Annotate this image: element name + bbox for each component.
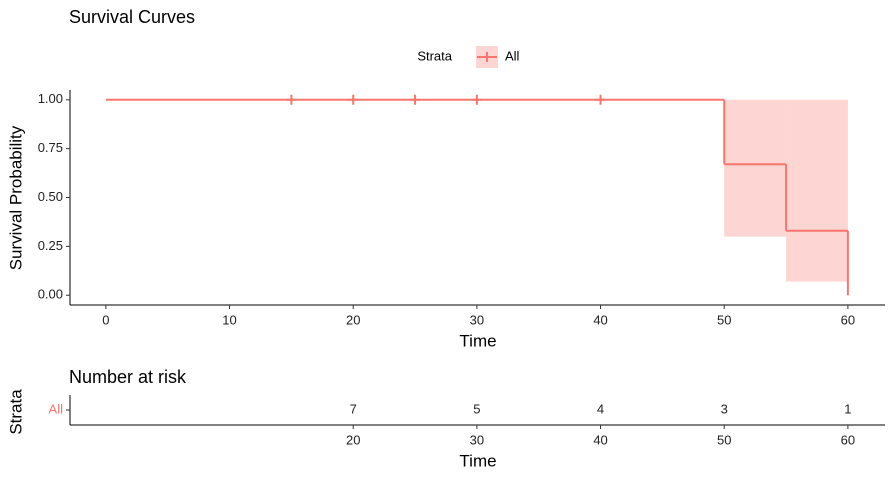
legend-label: All — [505, 48, 520, 63]
risk-count: 3 — [721, 401, 728, 416]
x-tick-label: 50 — [717, 432, 731, 447]
x-tick-label: 40 — [593, 312, 607, 327]
y-tick-label: 0.50 — [38, 189, 63, 204]
x-tick-label: 60 — [841, 432, 855, 447]
y-tick-label: 1.00 — [38, 91, 63, 106]
x-tick-label: 20 — [346, 312, 360, 327]
chart-title: Survival Curves — [69, 7, 195, 27]
risk-count: 5 — [473, 401, 480, 416]
confidence-band — [786, 99, 848, 282]
y-axis-title: Survival Probability — [6, 125, 25, 270]
x-tick-label: 10 — [222, 312, 236, 327]
y-tick-label: 0.25 — [38, 238, 63, 253]
x-tick-label: 40 — [593, 432, 607, 447]
x-tick-label: 30 — [470, 312, 484, 327]
y-tick-label: 0.00 — [38, 287, 63, 302]
y-tick-label: 0.75 — [38, 140, 63, 155]
x-tick-label: 30 — [470, 432, 484, 447]
x-tick-label: 20 — [346, 432, 360, 447]
risk-title: Number at risk — [69, 367, 187, 387]
legend-key — [477, 52, 497, 62]
row-label: All — [49, 401, 64, 416]
censor-mark — [410, 94, 421, 105]
risk-y-axis-title: Strata — [6, 389, 25, 435]
censor-mark — [471, 94, 482, 105]
risk-count: 7 — [350, 401, 357, 416]
risk-count: 1 — [844, 401, 851, 416]
confidence-band — [724, 99, 787, 237]
legend-title: Strata — [417, 48, 452, 63]
x-tick-label: 50 — [717, 312, 731, 327]
censor-mark — [286, 94, 297, 105]
risk-count: 4 — [597, 401, 604, 416]
x-tick-label: 60 — [841, 312, 855, 327]
risk-x-axis-title: Time — [459, 451, 496, 470]
censor-mark — [595, 94, 606, 105]
x-tick-label: 0 — [102, 312, 109, 327]
censor-mark — [348, 94, 359, 105]
x-axis-title: Time — [459, 331, 496, 350]
